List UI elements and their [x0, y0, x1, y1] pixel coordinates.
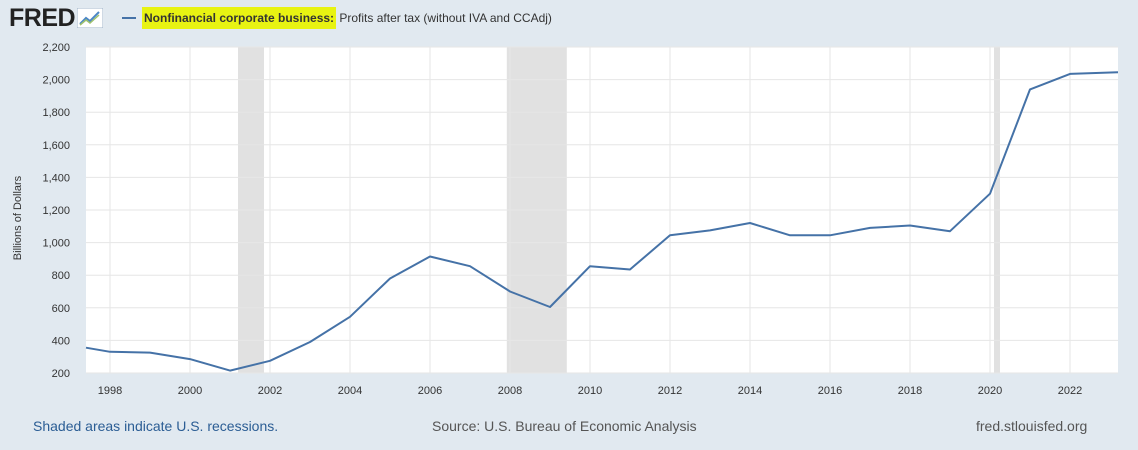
x-tick-label: 2002 [258, 385, 282, 397]
x-tick-label: 2016 [818, 385, 842, 397]
chart-footer: Shaded areas indicate U.S. recessions. S… [0, 410, 1138, 450]
x-tick-label: 2020 [978, 385, 1002, 397]
y-axis-label: Billions of Dollars [12, 175, 24, 260]
x-tick-label: 2012 [658, 385, 682, 397]
series-line [85, 71, 1119, 372]
legend-series-description: Profits after tax (without IVA and CCAdj… [336, 11, 552, 25]
recession-note-link[interactable]: Shaded areas indicate U.S. recessions. [33, 418, 279, 434]
source-text: Source: U.S. Bureau of Economic Analysis [432, 418, 697, 434]
x-tick-label: 2008 [498, 385, 522, 397]
y-tick-label: 1,800 [42, 107, 70, 119]
fred-logo[interactable]: FRED [9, 3, 104, 33]
chart-legend[interactable]: Nonfinancial corporate business: Profits… [122, 7, 552, 29]
y-tick-label: 200 [52, 368, 70, 380]
y-tick-label: 400 [52, 335, 70, 347]
x-tick-label: 2004 [338, 385, 362, 397]
y-tick-label: 600 [52, 303, 70, 315]
y-tick-label: 1,200 [42, 205, 70, 217]
site-url: fred.stlouisfed.org [976, 418, 1088, 434]
y-tick-label: 1,400 [42, 172, 70, 184]
y-tick-label: 2,200 [42, 42, 70, 54]
y-tick-label: 1,600 [42, 140, 70, 152]
y-tick-label: 1,000 [42, 238, 70, 250]
fred-logo-text: FRED [9, 3, 76, 32]
x-tick-label: 2000 [178, 385, 202, 397]
y-tick-label: 2,000 [42, 75, 70, 87]
x-tick-label: 1998 [98, 385, 122, 397]
chart-trend-icon [77, 8, 104, 28]
x-tick-label: 2014 [738, 385, 762, 397]
y-tick-label: 800 [52, 270, 70, 282]
x-tick-label: 2010 [578, 385, 602, 397]
chart-header: FRED Nonfinancial corporate business: Pr… [0, 0, 1138, 36]
legend-bold-text: Nonfinancial corporate business: [144, 11, 335, 25]
legend-label: Nonfinancial corporate business: Profits… [142, 7, 552, 29]
line-chart: 200 400 600 800 1,000 1,200 1,400 1,600 1,800 2,0… [12, 42, 1119, 397]
x-tick-label: 2018 [898, 385, 922, 397]
x-tick-label: 2006 [418, 385, 442, 397]
legend-line-swatch [122, 17, 136, 19]
x-tick-label: 2022 [1058, 385, 1082, 397]
legend-highlighted-text: Nonfinancial corporate business: [142, 7, 337, 29]
